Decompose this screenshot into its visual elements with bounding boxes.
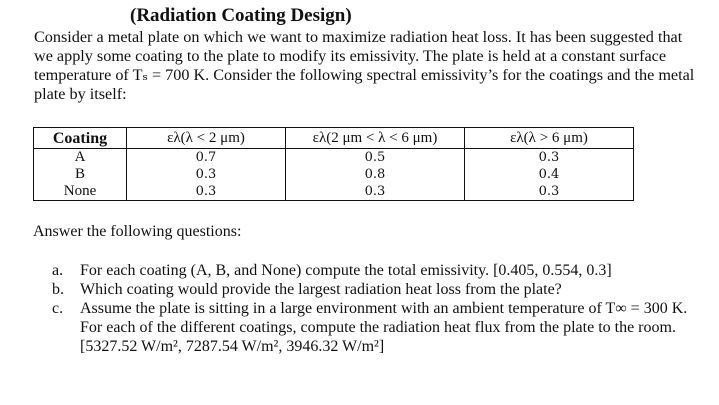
- table-row: None 0.3 0.3 0.3: [33, 183, 634, 201]
- question-text: For each coating (A, B, and None) comput…: [80, 262, 612, 279]
- question-text: Which coating would provide the largest …: [80, 281, 562, 298]
- column-header: ελ(λ > 6 μm): [464, 127, 634, 149]
- table-cell: 0.3: [285, 183, 465, 201]
- column-header: ελ(2 μm < λ < 6 μm): [285, 127, 465, 149]
- coating-cell: A: [33, 148, 127, 166]
- table-cell: 0.3: [126, 183, 286, 201]
- question-marker: b.: [52, 281, 64, 298]
- coating-cell: B: [33, 166, 127, 183]
- table-cell: 0.4: [538, 167, 560, 182]
- table-cell: 0.7: [126, 148, 286, 166]
- question-marker: c.: [52, 300, 64, 317]
- list-item: c. Assume the plate is sitting in a larg…: [52, 299, 692, 356]
- table-cell: 0.5: [285, 148, 465, 166]
- coating-cell: None: [33, 183, 127, 201]
- table-cell: 0.3: [538, 150, 560, 165]
- column-header: ελ(λ < 2 μm): [126, 127, 286, 149]
- emissivity-table: Coating ελ(λ < 2 μm) ελ(2 μm < λ < 6 μm)…: [33, 127, 634, 201]
- answer-prompt: Answer the following questions:: [33, 223, 242, 240]
- list-item: a. For each coating (A, B, and None) com…: [52, 261, 692, 280]
- list-item: b. Which coating would provide the large…: [52, 280, 692, 299]
- table-cell: 0.3: [126, 166, 286, 183]
- column-header: Coating: [33, 127, 127, 149]
- table-cell: 0.3: [538, 184, 560, 199]
- table-header-row: Coating ελ(λ < 2 μm) ελ(2 μm < λ < 6 μm)…: [33, 127, 634, 149]
- question-list: a. For each coating (A, B, and None) com…: [52, 261, 692, 356]
- table-cell: 0.8: [285, 166, 465, 183]
- page-title: (Radiation Coating Design): [130, 5, 352, 26]
- question-text: Assume the plate is sitting in a large e…: [80, 300, 688, 355]
- table-row: A 0.7 0.5 0.3: [33, 148, 634, 166]
- problem-statement: Consider a metal plate on which we want …: [34, 28, 695, 103]
- table-row: B 0.3 0.8 0.4: [33, 166, 634, 183]
- question-marker: a.: [52, 262, 64, 279]
